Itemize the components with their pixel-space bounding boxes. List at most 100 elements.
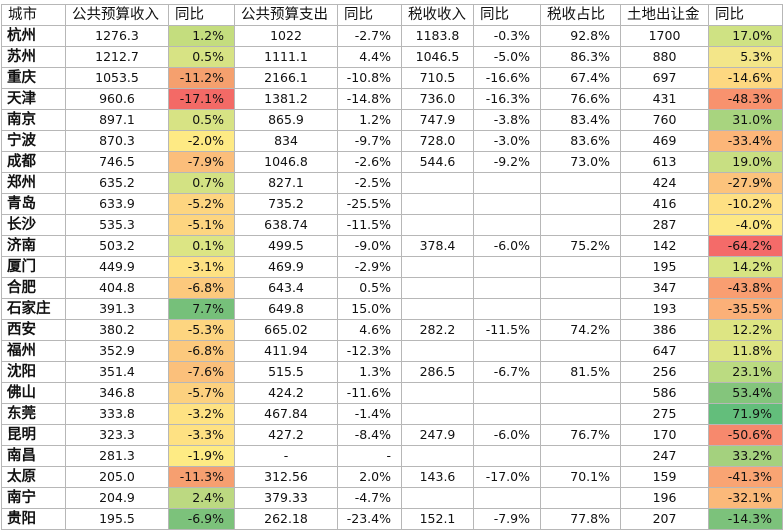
city-cell: 长沙 — [1, 214, 66, 236]
budget-revenue-yoy-cell: 0.5% — [168, 46, 235, 68]
header-tax-share: 税收占比 — [540, 4, 621, 26]
budget-revenue-cell: 897.1 — [65, 109, 169, 131]
land-sales-cell: 613 — [620, 151, 709, 173]
budget-expenditure-yoy-cell: -2.9% — [337, 256, 402, 278]
budget-revenue-cell: 204.9 — [65, 487, 169, 509]
tax-revenue-yoy-cell — [473, 382, 541, 404]
budget-revenue-yoy-cell: -3.2% — [168, 403, 235, 425]
table-row: 天津 960.6 -17.1% 1381.2 -14.8% 736.0 -16.3% 76.6… — [1, 88, 783, 110]
tax-share-cell — [540, 340, 621, 362]
table-row: 南昌 281.3 -1.9% - -247 33.2% — [1, 445, 783, 467]
budget-expenditure-yoy-cell: -4.7% — [337, 487, 402, 509]
table-row: 宁波 870.3 -2.0% 834 -9.7% 728.0 -3.0% 83.6% 469 -3… — [1, 130, 783, 152]
land-sales-cell: 142 — [620, 235, 709, 257]
tax-share-cell: 73.0% — [540, 151, 621, 173]
tax-revenue-yoy-cell — [473, 214, 541, 236]
budget-revenue-cell: 633.9 — [65, 193, 169, 215]
tax-revenue-cell — [401, 214, 474, 236]
tax-revenue-cell: 143.6 — [401, 466, 474, 488]
header-budget-revenue: 公共预算收入 — [65, 4, 169, 26]
header-budget-expenditure: 公共预算支出 — [234, 4, 338, 26]
budget-expenditure-yoy-cell: -2.6% — [337, 151, 402, 173]
header-city: 城市 — [1, 4, 66, 26]
tax-share-cell: 74.2% — [540, 319, 621, 341]
land-sales-cell: 247 — [620, 445, 709, 467]
budget-expenditure-yoy-cell: -12.3% — [337, 340, 402, 362]
tax-revenue-yoy-cell — [473, 277, 541, 299]
budget-expenditure-yoy-cell: 2.0% — [337, 466, 402, 488]
land-sales-cell: 469 — [620, 130, 709, 152]
budget-expenditure-yoy-cell: 0.5% — [337, 277, 402, 299]
budget-revenue-yoy-cell: -2.0% — [168, 130, 235, 152]
budget-revenue-yoy-cell: -1.9% — [168, 445, 235, 467]
tax-revenue-yoy-cell — [473, 445, 541, 467]
land-sales-cell: 196 — [620, 487, 709, 509]
budget-revenue-yoy-cell: -7.6% — [168, 361, 235, 383]
tax-revenue-cell — [401, 382, 474, 404]
budget-expenditure-yoy-cell: - — [337, 445, 402, 467]
tax-revenue-cell — [401, 340, 474, 362]
tax-revenue-cell: 728.0 — [401, 130, 474, 152]
tax-revenue-cell — [401, 256, 474, 278]
land-sales-yoy-cell: -33.4% — [708, 130, 783, 152]
city-cell: 南昌 — [1, 445, 66, 467]
tax-revenue-yoy-cell: -6.0% — [473, 235, 541, 257]
budget-revenue-cell: 1053.5 — [65, 67, 169, 89]
budget-expenditure-yoy-cell: 4.6% — [337, 319, 402, 341]
tax-share-cell: 67.4% — [540, 67, 621, 89]
land-sales-yoy-cell: 12.2% — [708, 319, 783, 341]
table-row: 青岛 633.9 -5.2% 735.2 -25.5% 416 -10.2% — [1, 193, 783, 215]
land-sales-yoy-cell: -32.1% — [708, 487, 783, 509]
tax-revenue-cell — [401, 445, 474, 467]
tax-share-cell — [540, 382, 621, 404]
land-sales-yoy-cell: 17.0% — [708, 25, 783, 47]
budget-expenditure-cell: 411.94 — [234, 340, 338, 362]
city-cell: 石家庄 — [1, 298, 66, 320]
budget-revenue-yoy-cell: -7.9% — [168, 151, 235, 173]
header-budget-expenditure-yoy: 同比 — [337, 4, 402, 26]
land-sales-cell: 880 — [620, 46, 709, 68]
tax-share-cell: 70.1% — [540, 466, 621, 488]
table-row: 太原 205.0 -11.3% 312.56 2.0% 143.6 -17.0% 70.1% 1… — [1, 466, 783, 488]
city-fiscal-table: 城市 公共预算收入 同比 公共预算支出 同比 税收收入 同比 税收占比 土地出让… — [1, 4, 783, 530]
city-cell: 合肥 — [1, 277, 66, 299]
land-sales-cell: 347 — [620, 277, 709, 299]
city-cell: 南京 — [1, 109, 66, 131]
tax-revenue-cell — [401, 487, 474, 509]
tax-revenue-cell: 378.4 — [401, 235, 474, 257]
table-row: 长沙 535.3 -5.1% 638.74 -11.5% 287 -4.0% — [1, 214, 783, 236]
budget-expenditure-cell: 1022 — [234, 25, 338, 47]
table-row: 福州 352.9 -6.8% 411.94 -12.3% 647 11.8% — [1, 340, 783, 362]
tax-revenue-yoy-cell: -0.3% — [473, 25, 541, 47]
budget-expenditure-cell: 1111.1 — [234, 46, 338, 68]
tax-share-cell — [540, 403, 621, 425]
city-cell: 成都 — [1, 151, 66, 173]
table-row: 沈阳 351.4 -7.6% 515.5 1.3% 286.5 -6.7% 81.5% 256 2… — [1, 361, 783, 383]
budget-revenue-yoy-cell: 0.7% — [168, 172, 235, 194]
city-cell: 天津 — [1, 88, 66, 110]
city-cell: 苏州 — [1, 46, 66, 68]
land-sales-cell: 416 — [620, 193, 709, 215]
budget-expenditure-yoy-cell: -2.5% — [337, 172, 402, 194]
city-cell: 太原 — [1, 466, 66, 488]
budget-revenue-yoy-cell: -5.1% — [168, 214, 235, 236]
city-cell: 宁波 — [1, 130, 66, 152]
budget-revenue-yoy-cell: -6.9% — [168, 508, 235, 530]
city-cell: 青岛 — [1, 193, 66, 215]
tax-revenue-cell — [401, 172, 474, 194]
table-row: 南宁 204.9 2.4% 379.33 -4.7% 196 -32.1% — [1, 487, 783, 509]
budget-expenditure-yoy-cell: 4.4% — [337, 46, 402, 68]
budget-revenue-cell: 746.5 — [65, 151, 169, 173]
tax-revenue-cell: 247.9 — [401, 424, 474, 446]
city-cell: 佛山 — [1, 382, 66, 404]
budget-expenditure-yoy-cell: -9.0% — [337, 235, 402, 257]
land-sales-cell: 697 — [620, 67, 709, 89]
tax-share-cell — [540, 277, 621, 299]
tax-revenue-yoy-cell: -16.6% — [473, 67, 541, 89]
budget-expenditure-yoy-cell: -23.4% — [337, 508, 402, 530]
tax-revenue-cell: 152.1 — [401, 508, 474, 530]
budget-revenue-cell: 391.3 — [65, 298, 169, 320]
land-sales-yoy-cell: -41.3% — [708, 466, 783, 488]
header-row: 城市 公共预算收入 同比 公共预算支出 同比 税收收入 同比 税收占比 土地出让… — [1, 4, 783, 26]
table-row: 成都 746.5 -7.9% 1046.8 -2.6% 544.6 -9.2% 73.0% 61… — [1, 151, 783, 173]
